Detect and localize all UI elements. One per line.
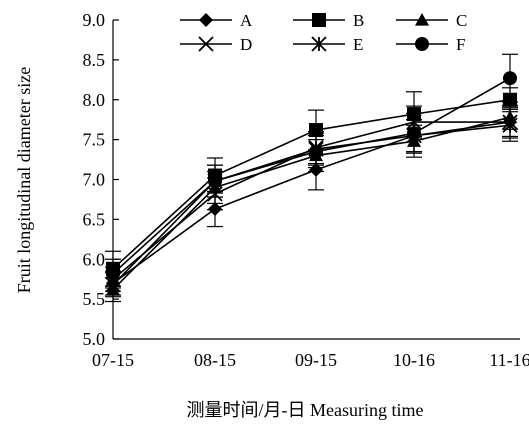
legend-item-D: D: [180, 35, 252, 54]
legend-item-A: A: [180, 11, 253, 30]
legend-item-F: F: [396, 35, 465, 54]
legend-label: A: [240, 11, 253, 30]
data-point-E: [502, 117, 518, 133]
legend: A B C D E F: [180, 11, 467, 54]
data-point-F: [407, 126, 421, 141]
x-tick-label: 07-15: [92, 350, 134, 370]
data-point-F: [208, 174, 222, 189]
y-tick-label: 5.5: [83, 289, 106, 309]
y-tick-label: 7.5: [83, 130, 106, 150]
x-axis-title: 测量时间/月-日 Measuring time: [187, 400, 424, 420]
y-tick-label: 5.0: [83, 329, 106, 349]
legend-label: D: [240, 35, 252, 54]
legend-label: B: [353, 11, 364, 30]
legend-marker: [199, 13, 213, 27]
series-E: [105, 108, 518, 298]
legend-label: C: [456, 11, 467, 30]
x-tick-label: 11-16: [489, 350, 529, 370]
x-tick-label: 10-16: [393, 350, 435, 370]
data-point-F: [106, 266, 120, 281]
x-ticks: 07-15 08-15 09-15 10-16 11-16: [92, 350, 529, 370]
plot-area: [105, 53, 518, 303]
legend-label: E: [353, 35, 363, 54]
y-tick-label: 6.5: [83, 209, 106, 229]
data-point-F: [503, 71, 517, 86]
y-tick-label: 8.5: [83, 50, 106, 70]
legend-marker: [415, 37, 429, 51]
legend-marker: [198, 36, 214, 52]
legend-item-E: E: [293, 35, 363, 54]
legend-marker: [311, 36, 327, 52]
series-B: [105, 87, 518, 287]
x-tick-label: 08-15: [194, 350, 236, 370]
series-F: [105, 53, 518, 289]
y-tick-label: 9.0: [83, 10, 106, 30]
y-tick-label: 6.0: [83, 249, 106, 269]
legend-label: F: [456, 35, 465, 54]
y-tick-label: 7.0: [83, 170, 106, 190]
y-tick-label: 8.0: [83, 90, 106, 110]
legend-marker: [312, 13, 326, 27]
data-point-F: [309, 144, 323, 159]
legend-item-C: C: [396, 11, 467, 30]
y-axis-title: Fruit longitudinal diameter size: [14, 67, 34, 293]
legend-marker: [415, 13, 429, 26]
legend-item-B: B: [293, 11, 364, 30]
series-line-F: [112, 77, 511, 275]
y-ticks: 5.0 5.5 6.0 6.5 7.0 7.5 8.0 8.5 9.0: [83, 10, 119, 349]
x-tick-label: 09-15: [295, 350, 337, 370]
